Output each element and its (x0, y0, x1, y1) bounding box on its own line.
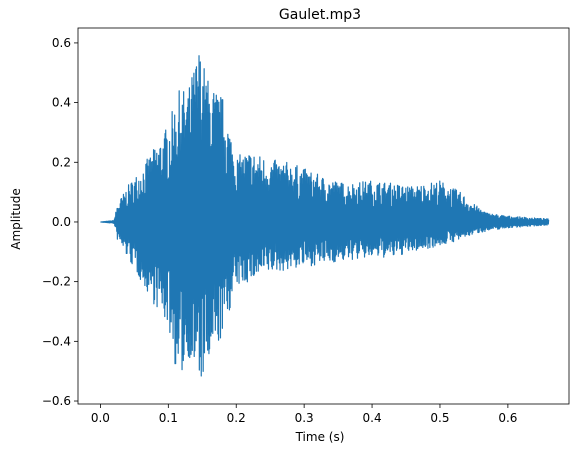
x-tick-label: 0.3 (295, 411, 314, 425)
x-tick-label: 0.2 (227, 411, 246, 425)
plot-area (100, 56, 548, 376)
x-tick-label: 0.4 (363, 411, 382, 425)
y-tick-label: 0.4 (52, 96, 71, 110)
chart-title: Gaulet.mp3 (279, 7, 361, 23)
y-axis-label: Amplitude (9, 188, 23, 250)
y-tick-label: 0.0 (52, 215, 71, 229)
waveform-line (100, 56, 548, 376)
x-tick-label: 0.5 (430, 411, 449, 425)
y-tick-label: −0.6 (42, 394, 71, 408)
x-tick-label: 0.1 (159, 411, 178, 425)
x-axis-ticks: 0.0 0.1 0.2 0.3 0.4 0.5 0.6 (91, 404, 518, 425)
y-axis-ticks: −0.6 −0.4 −0.2 0.0 0.2 0.4 0.6 (42, 36, 78, 408)
y-tick-label: −0.2 (42, 275, 71, 289)
y-tick-label: −0.4 (42, 334, 71, 348)
y-tick-label: 0.2 (52, 155, 71, 169)
x-tick-label: 0.6 (498, 411, 517, 425)
x-axis-label: Time (s) (295, 430, 345, 444)
y-tick-label: 0.6 (52, 36, 71, 50)
x-tick-label: 0.0 (91, 411, 110, 425)
